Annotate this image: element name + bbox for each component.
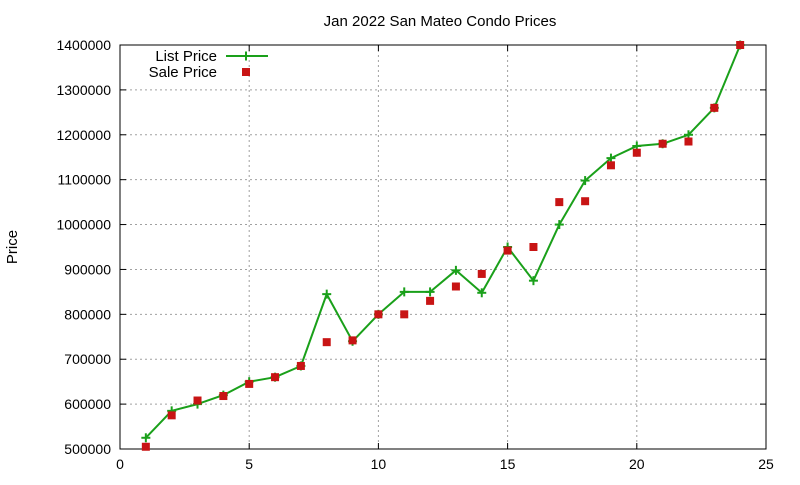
legend: List Price Sale Price (149, 48, 268, 81)
y-tick-label: 500000 (64, 441, 111, 457)
sale-price-point (167, 411, 176, 420)
x-tick-label: 25 (758, 456, 774, 472)
list-price-point (322, 289, 332, 299)
sale-price-point (736, 41, 745, 49)
y-axis-label: Price (4, 230, 21, 264)
sale-price-point (632, 148, 641, 157)
sale-price-point (245, 379, 254, 388)
y-tick-label: 1400000 (56, 37, 111, 53)
sale-price-point (348, 336, 357, 345)
sale-price-point (606, 161, 615, 170)
legend-sample-sale-price (242, 68, 250, 76)
list-price-point (425, 287, 435, 297)
sale-price-point (477, 269, 486, 278)
sale-price-point (503, 246, 512, 255)
y-tick-label: 700000 (64, 351, 111, 367)
sale-price-point (658, 139, 667, 148)
sale-price-point (219, 392, 228, 401)
list-price-point (399, 287, 409, 297)
list-price-point (451, 265, 461, 275)
x-tick-label: 15 (500, 456, 516, 472)
x-tick-label: 10 (371, 456, 387, 472)
chart-title: Jan 2022 San Mateo Condo Prices (324, 13, 557, 30)
sale-price-point (374, 310, 383, 319)
x-tick-label: 0 (116, 456, 124, 472)
series-layer (141, 40, 745, 451)
plot-frame (119, 44, 767, 450)
sale-price-point (322, 338, 331, 347)
y-tick-label: 900000 (64, 261, 111, 277)
legend-marker-sale-price (242, 68, 250, 76)
legend-marker-list-price (241, 51, 251, 61)
sale-price-point (271, 373, 280, 382)
ticks-layer: 0 5 10 15 20 25 500000 600000 700000 800000 900000… (56, 37, 774, 472)
legend-label-sale-price: Sale Price (149, 64, 217, 81)
series-line-list-price (145, 44, 742, 439)
sale-price-point (193, 396, 202, 405)
legend-sample-list-price (226, 51, 268, 61)
sale-price-point (581, 197, 590, 206)
y-tick-label: 1000000 (56, 217, 111, 233)
list-price-point (606, 153, 616, 163)
sale-price-point (529, 243, 538, 251)
sale-price-point (555, 198, 564, 207)
sale-price-point (710, 103, 719, 112)
sale-price-point (426, 296, 435, 305)
sale-price-point (296, 361, 305, 370)
sale-price-point (141, 442, 150, 451)
list-price-point (141, 433, 151, 443)
sale-price-point (451, 282, 460, 291)
legend-label-list-price: List Price (155, 48, 217, 65)
sale-price-point (400, 310, 409, 319)
list-price-point (554, 220, 564, 230)
y-tick-label: 800000 (64, 306, 111, 322)
list-price-point (528, 276, 538, 286)
list-price-point (580, 176, 590, 186)
x-tick-label: 5 (245, 456, 253, 472)
y-tick-label: 1200000 (56, 127, 111, 143)
y-tick-label: 600000 (64, 396, 111, 412)
list-price-point (477, 288, 487, 298)
grid-layer (120, 45, 766, 449)
y-tick-label: 1100000 (58, 172, 112, 188)
sale-price-point (684, 137, 693, 146)
x-tick-label: 20 (629, 456, 645, 472)
y-tick-label: 1300000 (56, 82, 111, 98)
